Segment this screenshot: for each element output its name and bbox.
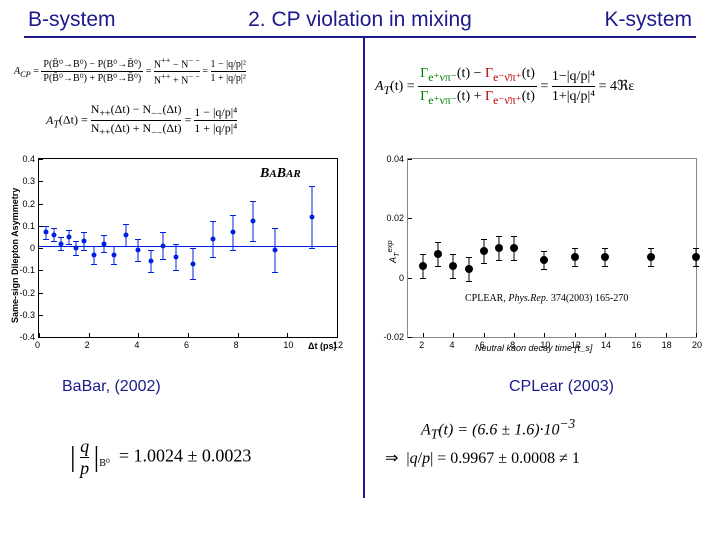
at-formula-right: AT(t) = Γe⁺νπ⁻(t) − Γe⁻ν̄π⁺(t) Γe⁺νπ⁻(t)…: [375, 64, 634, 109]
at-result-right: AT(t) = (6.6 ± 1.6)·10−3: [421, 416, 575, 443]
b-system-label: B-system: [28, 8, 116, 32]
right-column: AT(t) = Γe⁺νπ⁻(t) − Γe⁻ν̄π⁺(t) Γe⁺νπ⁻(t)…: [365, 38, 720, 498]
acp-formula: ACP = P(B̄⁰→B⁰) − P(B⁰→B̄⁰) P(B̄⁰→B⁰) + …: [14, 56, 246, 88]
qp-result-left: | q p |B⁰ = 1.0024 ± 0.0023: [70, 436, 251, 479]
chart-r-xlabel: Neutral kaon decay time [τ_s]: [475, 343, 592, 353]
chart-r-ylabel: ATexp: [385, 240, 401, 263]
babar-chart: 024681012-0.4-0.3-0.2-0.100.10.20.30.4: [38, 158, 338, 338]
chart-l-ylabel: Same-sign Dilepton Asymmetry: [10, 188, 20, 323]
at-formula-left: AT(Δt) = N++(Δt) − N−−(Δt) N++(Δt) + N−−…: [46, 102, 237, 140]
page-title: 2. CP violation in mixing: [116, 8, 605, 32]
cplear-chart: 2468101214161820-0.0200.020.04: [407, 158, 697, 338]
qp-result-right: ⇒ |q/p| = 0.9967 ± 0.0008 ≠ 1: [385, 448, 580, 468]
babar-caption: BaBar, (2002): [62, 378, 161, 396]
left-column: ACP = P(B̄⁰→B⁰) − P(B⁰→B̄⁰) P(B̄⁰→B⁰) + …: [0, 38, 365, 498]
chart-l-xlabel: Δt (ps): [308, 341, 336, 351]
cplear-ref: CPLEAR, Phys.Rep. 374(2003) 165-270: [465, 293, 628, 304]
k-system-label: K-system: [604, 8, 692, 32]
babar-badge: BABAR: [260, 166, 301, 182]
cplear-caption: CPLear (2003): [509, 378, 614, 396]
